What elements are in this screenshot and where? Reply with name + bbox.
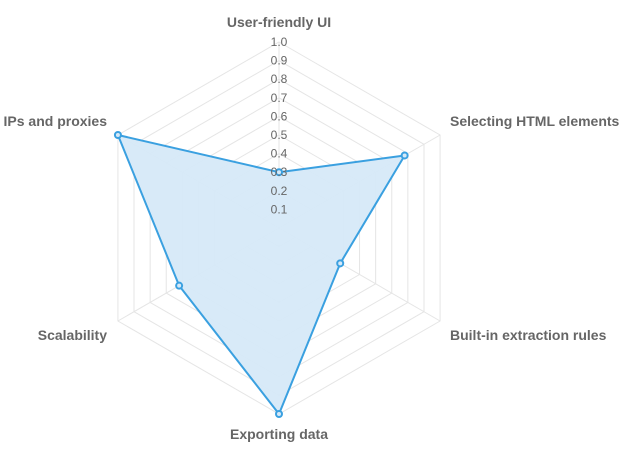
axis-label: Built-in extraction rules: [450, 327, 607, 343]
tick-label: 0.7: [271, 91, 288, 105]
axis-label: Scalability: [38, 327, 107, 343]
axis-label: IPs and proxies: [4, 113, 108, 129]
tick-label: 0.2: [271, 184, 288, 198]
axis-label: Exporting data: [230, 426, 328, 442]
data-point[interactable]: [400, 151, 409, 160]
tick-label: 1.0: [271, 35, 288, 49]
data-point[interactable]: [113, 131, 122, 139]
tick-label: 0.3: [271, 165, 288, 179]
axis-label-layer: User-friendly UI Selecting HTML elements B…: [4, 14, 620, 442]
series-layer: [113, 131, 409, 418]
axis-label: Selecting HTML elements: [450, 113, 620, 129]
axis-label: User-friendly UI: [227, 14, 331, 30]
data-point[interactable]: [275, 410, 283, 418]
data-point[interactable]: [275, 168, 283, 177]
data-point[interactable]: [175, 281, 184, 290]
data-point[interactable]: [336, 259, 345, 268]
tick-label: 0.4: [271, 147, 288, 161]
tick-label: 0.6: [271, 109, 288, 123]
tick-label: 0.1: [271, 202, 288, 216]
tick-layer: 0.1 0.2 0.3 0.4 0.5 0.6 0.7 0.8 0.9 1.0: [271, 35, 288, 216]
tick-label: 0.9: [271, 54, 288, 68]
tick-label: 0.5: [271, 128, 288, 142]
series-area: [116, 134, 406, 415]
tick-label: 0.8: [271, 72, 288, 86]
